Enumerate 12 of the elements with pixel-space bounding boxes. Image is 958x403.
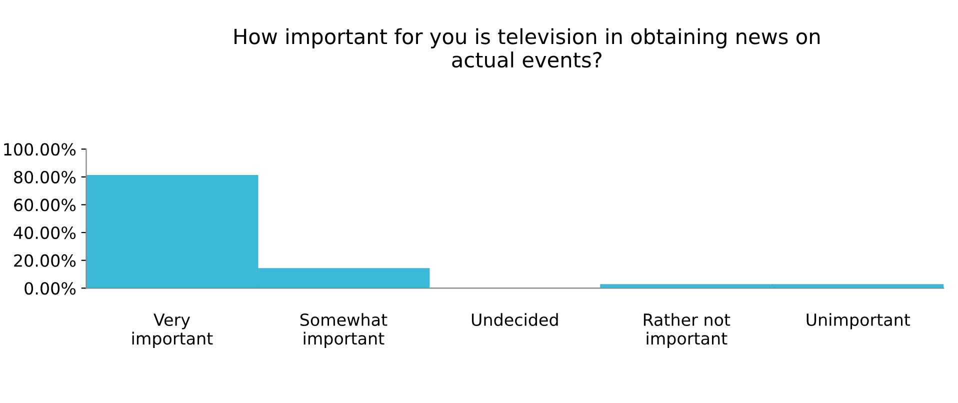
x-tick-label: Somewhat important: [300, 313, 388, 348]
x-tick-label: Rather not important: [644, 313, 730, 348]
y-tick-label: 0.00%: [24, 282, 76, 295]
y-tick-label: 100.00%: [4, 143, 76, 156]
x-tick-label: Unimportant: [806, 313, 910, 330]
x-tick-label: Very important: [132, 314, 213, 348]
y-tick-label: 60.00%: [14, 198, 76, 212]
chart-title: How important for you is television in obtaining news on actual events?: [234, 28, 820, 68]
x-tick-label: Undecided: [472, 313, 558, 326]
y-tick-label: 80.00%: [14, 170, 76, 184]
y-tick-label: 40.00%: [14, 226, 76, 240]
y-tick-label: 20.00%: [14, 254, 76, 267]
